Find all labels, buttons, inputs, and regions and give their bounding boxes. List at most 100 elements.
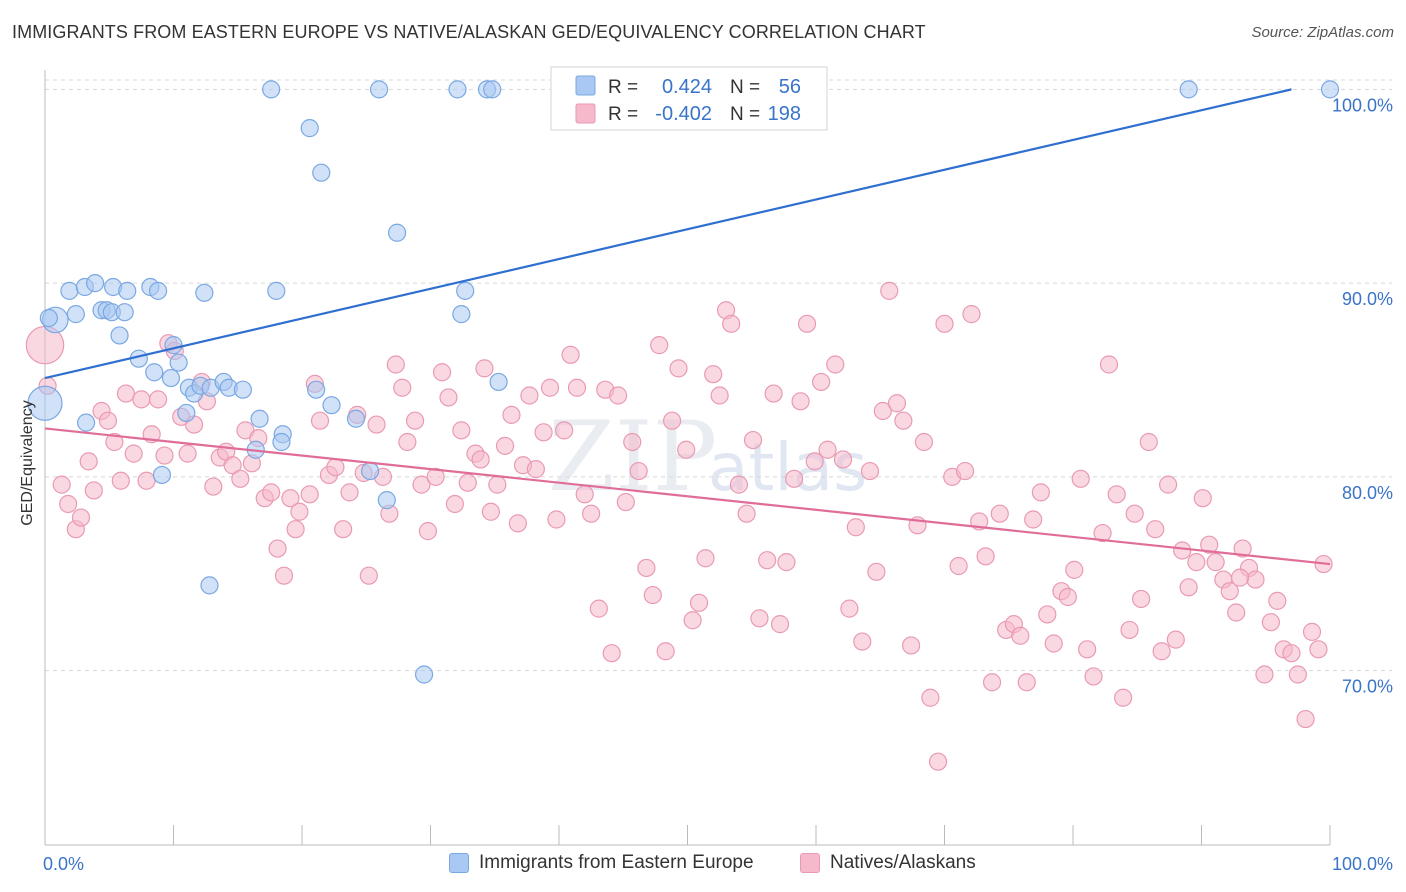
bottom-legend: Immigrants from Eastern Europe Natives/A… xyxy=(0,852,1406,878)
natives-alaskans-point xyxy=(1227,603,1246,622)
natives-alaskans-point xyxy=(643,585,662,605)
natives-alaskans-point xyxy=(1255,665,1274,684)
legend-pink-n-label: N = xyxy=(730,104,760,125)
natives-alaskans-point xyxy=(432,363,452,382)
natives-alaskans-point xyxy=(555,421,574,440)
eastern-europe-point xyxy=(1320,80,1340,99)
natives-alaskans-point xyxy=(758,551,777,570)
natives-alaskans-point xyxy=(928,752,948,771)
legend-pink-swatch xyxy=(575,103,596,124)
legend-swatch-pink xyxy=(800,853,820,873)
natives-alaskans-point xyxy=(1120,620,1139,640)
natives-alaskans-point xyxy=(508,514,527,533)
natives-alaskans-point xyxy=(683,611,702,630)
eastern-europe-point xyxy=(377,491,396,510)
eastern-europe-point xyxy=(267,281,286,300)
natives-alaskans-point xyxy=(846,518,865,537)
natives-alaskans-point xyxy=(887,394,907,413)
eastern-europe-point xyxy=(145,363,164,382)
eastern-europe-point xyxy=(148,281,168,300)
eastern-europe-point xyxy=(1179,80,1198,99)
natives-alaskans-point xyxy=(398,432,417,452)
natives-alaskans-point xyxy=(976,547,995,566)
natives-alaskans-point xyxy=(98,411,118,430)
legend-item-eastern-europe: Immigrants from Eastern Europe xyxy=(449,852,754,874)
natives-alaskans-point xyxy=(502,405,521,424)
natives-alaskans-point xyxy=(637,558,656,578)
natives-alaskans-point xyxy=(1173,541,1192,560)
eastern-europe-point xyxy=(300,119,319,138)
eastern-europe-points xyxy=(27,80,1340,684)
natives-alaskans-point xyxy=(1038,605,1057,624)
natives-alaskans-point xyxy=(223,456,242,475)
eastern-europe-point xyxy=(200,576,219,595)
natives-alaskans-point xyxy=(1220,582,1239,601)
y-tick-label: 70.0% xyxy=(1342,677,1393,697)
eastern-europe-point xyxy=(448,80,467,99)
natives-alaskans-point xyxy=(1011,626,1030,645)
natives-alaskans-point xyxy=(340,483,359,502)
natives-alaskans-point xyxy=(1114,688,1133,707)
eastern-europe-point xyxy=(169,353,188,372)
natives-alaskans-point xyxy=(669,359,688,378)
natives-alaskans-point xyxy=(797,314,817,333)
natives-alaskans-point xyxy=(1230,568,1250,587)
legend-pink-r-value: -0.402 xyxy=(655,103,712,125)
natives-alaskans-point xyxy=(178,444,197,463)
natives-alaskans-point xyxy=(722,314,741,333)
natives-alaskans-point xyxy=(1058,587,1077,607)
natives-alaskans-point xyxy=(59,494,78,514)
natives-alaskans-point xyxy=(1193,489,1212,508)
eastern-europe-point xyxy=(152,465,172,485)
legend-pink-n-value: 198 xyxy=(768,103,801,125)
natives-alaskans-points xyxy=(25,281,1333,771)
natives-alaskans-point xyxy=(677,440,696,459)
natives-alaskans-point xyxy=(1099,355,1119,374)
natives-alaskans-point xyxy=(650,336,669,355)
natives-alaskans-point xyxy=(412,475,431,494)
natives-alaskans-point xyxy=(79,452,98,471)
natives-alaskans-point xyxy=(561,345,580,364)
natives-alaskans-point xyxy=(1268,591,1287,610)
natives-alaskans-point xyxy=(921,688,940,707)
natives-alaskans-point xyxy=(1309,640,1328,659)
natives-alaskans-point xyxy=(1107,485,1126,504)
natives-alaskans-point xyxy=(300,485,319,504)
y-tick-labels: 70.0% 80.0% 90.0% 100.0% xyxy=(1332,95,1393,696)
legend-blue-n-label: N = xyxy=(730,77,760,98)
natives-alaskans-point xyxy=(689,593,709,612)
natives-alaskans-point xyxy=(575,485,594,504)
natives-alaskans-point xyxy=(764,384,783,403)
natives-alaskans-point xyxy=(914,432,934,452)
natives-alaskans-point xyxy=(475,359,494,378)
natives-alaskans-point xyxy=(540,378,560,397)
natives-alaskans-point xyxy=(729,475,749,494)
natives-alaskans-point xyxy=(111,471,130,490)
natives-alaskans-point xyxy=(1078,640,1097,659)
natives-alaskans-point xyxy=(962,305,981,324)
natives-alaskans-point xyxy=(1296,709,1315,729)
natives-alaskans-point xyxy=(791,392,810,411)
natives-alaskans-point xyxy=(1282,644,1301,663)
natives-alaskans-point xyxy=(148,390,168,409)
natives-alaskans-point xyxy=(982,673,1002,692)
natives-alaskans-point xyxy=(949,556,968,576)
natives-alaskans-point xyxy=(274,566,294,585)
eastern-europe-point xyxy=(250,409,269,428)
natives-alaskans-point xyxy=(84,481,103,500)
natives-alaskans-point xyxy=(860,461,880,481)
natives-alaskans-point xyxy=(495,436,515,455)
natives-alaskans-point xyxy=(853,632,872,651)
natives-alaskans-point xyxy=(785,469,804,488)
natives-alaskans-point xyxy=(704,365,723,384)
y-tick-label: 80.0% xyxy=(1342,483,1393,503)
natives-alaskans-point xyxy=(1187,553,1206,572)
natives-alaskans-point xyxy=(418,522,438,541)
natives-alaskans-point xyxy=(826,355,845,374)
natives-alaskans-point xyxy=(471,450,490,469)
natives-alaskans-point xyxy=(629,461,648,481)
eastern-europe-point xyxy=(177,403,196,423)
eastern-europe-point xyxy=(27,385,63,421)
eastern-europe-point xyxy=(110,326,129,345)
